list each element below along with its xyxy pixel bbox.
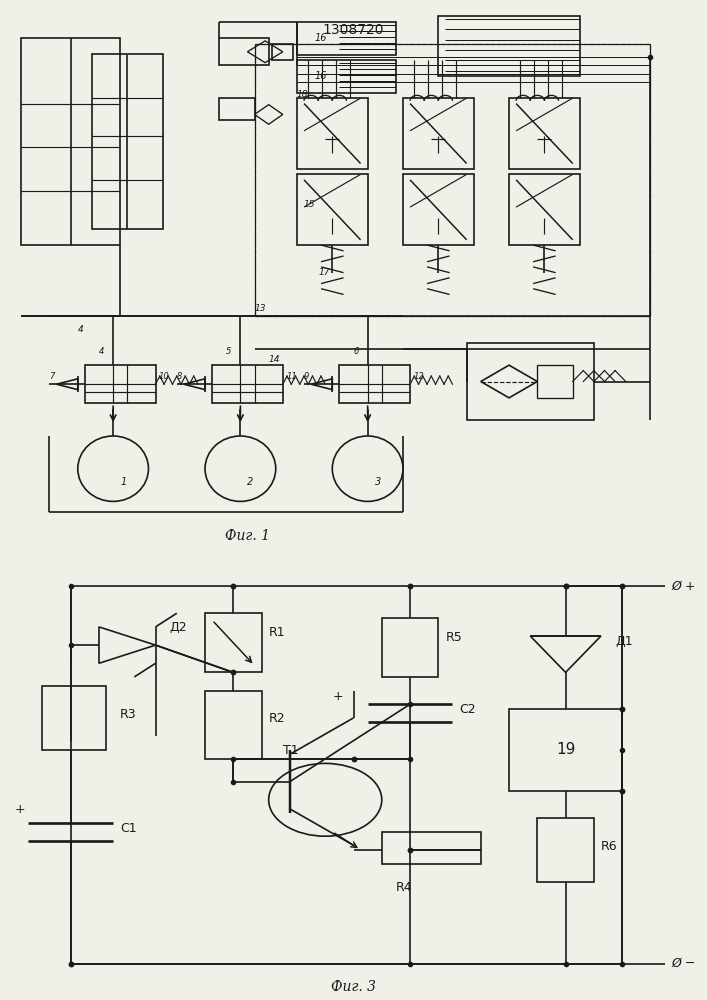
Bar [509,709,622,791]
Text: Д2: Д2 [170,621,187,634]
Bar [382,832,481,863]
Text: 4: 4 [78,325,83,334]
Bar [21,38,120,245]
Bar [509,98,580,169]
Text: 7: 7 [49,372,55,381]
Bar [297,98,368,169]
Bar [42,686,106,750]
Text: R4: R4 [396,881,413,894]
Text: 1308720: 1308720 [323,23,384,37]
Bar [537,818,594,882]
Text: R5: R5 [445,631,462,644]
Text: R2: R2 [269,712,286,725]
Bar [297,22,396,54]
Bar [212,365,283,403]
Bar [339,365,410,403]
Bar [205,613,262,672]
Bar [92,54,163,229]
Bar [255,44,650,316]
Text: R1: R1 [269,626,286,639]
Text: Ø +: Ø + [672,579,696,592]
Text: C1: C1 [120,822,137,835]
Bar [219,38,269,65]
Text: 12: 12 [414,372,424,381]
Text: 17: 17 [318,268,329,277]
Bar [219,98,255,120]
Text: 14: 14 [269,355,280,364]
Text: R6: R6 [601,840,618,853]
Text: 2: 2 [247,477,254,487]
Text: T1: T1 [283,744,298,757]
Bar [382,618,438,677]
Bar [438,16,580,76]
Text: R3: R3 [120,708,137,721]
Text: 10: 10 [159,372,170,381]
Bar [297,174,368,245]
Text: 9: 9 [304,372,310,381]
Text: Д1: Д1 [615,635,633,648]
Bar [403,174,474,245]
Text: Фиг. 1: Фиг. 1 [225,529,270,543]
Text: 16: 16 [315,71,327,81]
Bar [255,44,650,316]
Text: 11: 11 [286,372,297,381]
Text: 1: 1 [120,477,127,487]
Text: +: + [332,690,343,703]
Text: 3: 3 [375,477,381,487]
Bar [85,365,156,403]
Text: 19: 19 [556,742,575,757]
Text: Ø −: Ø − [672,957,696,970]
Text: 18: 18 [297,90,308,99]
Text: 16: 16 [315,33,327,43]
Bar [272,44,293,60]
Bar [403,98,474,169]
Bar [297,60,396,93]
Text: +: + [14,803,25,816]
Bar [467,343,594,420]
Bar [509,174,580,245]
Text: 4: 4 [99,347,105,356]
Bar [205,691,262,759]
Text: C2: C2 [460,703,477,716]
Text: 13: 13 [255,304,266,313]
Text: Фиг. 3: Фиг. 3 [331,980,376,994]
Bar [537,365,573,398]
Text: 15: 15 [304,200,315,209]
Text: 6: 6 [354,347,359,356]
Text: 5: 5 [226,347,232,356]
Text: 8: 8 [177,372,182,381]
